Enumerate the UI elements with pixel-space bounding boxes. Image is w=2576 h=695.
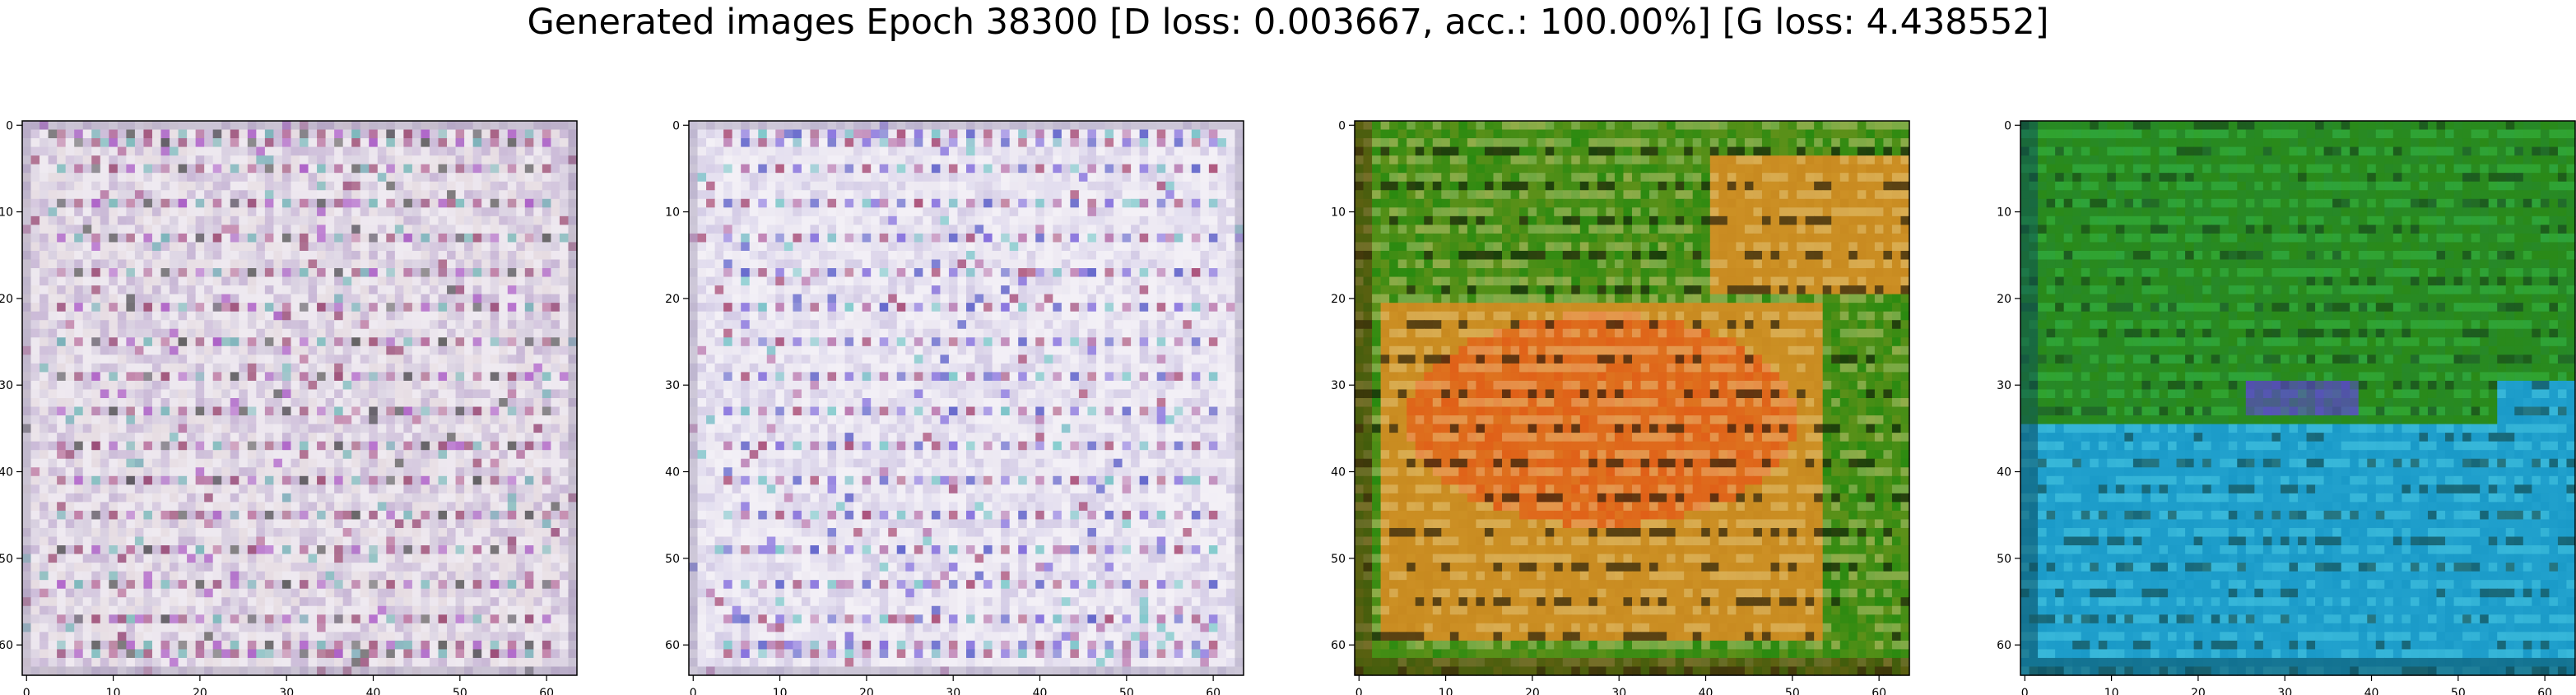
image-panel-3: 0 10 20 30 40 50 60 0 10 20 30 40 50 60 [1331, 119, 1910, 695]
image-panel-1: 0 10 20 30 40 50 60 0 10 20 30 40 50 60 [0, 119, 578, 695]
y-tick-label: 0 [2004, 119, 2011, 132]
y-tick-label: 40 [1331, 466, 1346, 480]
x-tick-label: 20 [2191, 687, 2206, 695]
x-tick-label: 20 [1525, 687, 1540, 695]
x-tick-label: 10 [773, 687, 788, 695]
x-tick-label: 20 [193, 687, 207, 695]
y-tick-label: 0 [6, 119, 13, 132]
axes-frame [1354, 120, 1910, 676]
x-tick-label: 40 [2364, 687, 2379, 695]
x-tick-label: 20 [859, 687, 874, 695]
y-tick-label: 40 [1997, 466, 2011, 480]
image-pixels [2020, 121, 2576, 676]
image-panel-2: 0 10 20 30 40 50 60 0 10 20 30 40 50 60 [665, 119, 1244, 695]
x-tick-label: 0 [690, 687, 697, 695]
image-pixels [1355, 121, 1910, 676]
x-tick-label: 60 [1872, 687, 1886, 695]
x-tick-label: 40 [1699, 687, 1713, 695]
x-tick-label: 50 [2451, 687, 2466, 695]
image-pixels [689, 121, 1244, 676]
y-tick-label: 40 [665, 466, 680, 480]
y-tick-label: 10 [1997, 206, 2011, 220]
y-tick-label: 50 [1331, 553, 1346, 566]
y-tick-label: 30 [0, 379, 13, 392]
y-tick-label: 20 [1331, 293, 1346, 306]
x-tick-label: 0 [2021, 687, 2029, 695]
x-tick-label: 0 [23, 687, 30, 695]
y-tick-label: 10 [1331, 206, 1346, 220]
y-tick-label: 20 [665, 293, 680, 306]
figure-title: Generated images Epoch 38300 [D loss: 0.… [527, 2, 2049, 43]
y-tick-label: 10 [665, 206, 680, 220]
x-tick-label: 50 [453, 687, 467, 695]
y-tick-label: 60 [665, 639, 680, 652]
y-tick-label: 30 [665, 379, 680, 392]
image-panel-4: 0 10 20 30 40 50 60 0 10 20 30 40 50 60 [1997, 119, 2576, 695]
x-tick-label: 10 [106, 687, 121, 695]
y-tick-label: 60 [1997, 639, 2011, 652]
y-tick-label: 0 [672, 119, 680, 132]
x-tick-label: 0 [1355, 687, 1363, 695]
x-tick-label: 30 [2277, 687, 2292, 695]
x-tick-label: 10 [2104, 687, 2119, 695]
x-tick-label: 50 [1119, 687, 1134, 695]
axes-frame [688, 120, 1244, 676]
x-tick-label: 30 [946, 687, 960, 695]
y-tick-label: 30 [1331, 379, 1346, 392]
y-tick-label: 40 [0, 466, 13, 480]
y-tick-label: 50 [0, 553, 13, 566]
y-tick-label: 20 [1997, 293, 2011, 306]
y-tick-label: 20 [0, 293, 13, 306]
x-tick-label: 40 [366, 687, 381, 695]
x-tick-label: 30 [1611, 687, 1626, 695]
y-tick-label: 50 [1997, 553, 2011, 566]
y-tick-label: 60 [0, 639, 13, 652]
x-tick-label: 30 [279, 687, 294, 695]
y-tick-label: 0 [1338, 119, 1346, 132]
axes-frame [2020, 120, 2576, 676]
x-tick-label: 60 [539, 687, 554, 695]
x-tick-label: 60 [2537, 687, 2552, 695]
y-tick-label: 30 [1997, 379, 2011, 392]
x-tick-label: 50 [1785, 687, 1800, 695]
y-tick-label: 10 [0, 206, 13, 220]
x-tick-label: 60 [1206, 687, 1221, 695]
x-tick-label: 40 [1033, 687, 1048, 695]
image-pixels [22, 121, 578, 676]
axes-frame [21, 120, 578, 676]
y-tick-label: 50 [665, 553, 680, 566]
y-tick-label: 60 [1331, 639, 1346, 652]
x-tick-label: 10 [1439, 687, 1453, 695]
